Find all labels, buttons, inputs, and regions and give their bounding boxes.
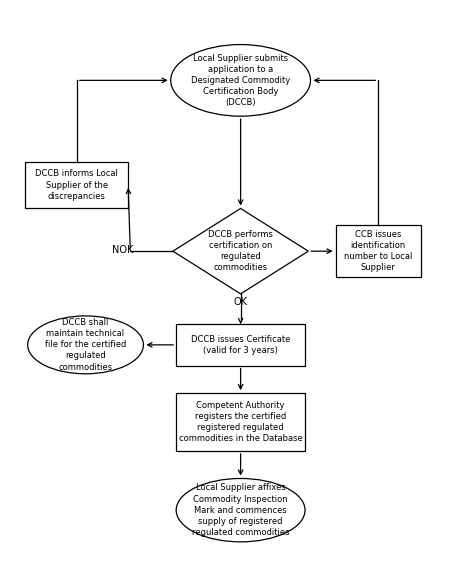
Ellipse shape [176,479,305,542]
Text: DCCB shall
maintain technical
file for the certified
regulated
commodities: DCCB shall maintain technical file for t… [45,318,126,371]
Text: Competent Authority
registers the certified
registered regulated
commodities in : Competent Authority registers the certif… [179,401,303,443]
Text: DCCB performs
certification on
regulated
commodities: DCCB performs certification on regulated… [208,230,273,272]
Text: CCB issues
identification
number to Local
Supplier: CCB issues identification number to Loca… [344,230,412,272]
Polygon shape [173,208,308,294]
Ellipse shape [28,316,143,374]
Ellipse shape [171,45,310,116]
Bar [25,162,128,208]
Text: NOK: NOK [112,245,134,254]
Text: Local Supplier submits
application to a
Designated Commodity
Certification Body
: Local Supplier submits application to a … [191,53,290,107]
Text: Local Supplier affixes
Commodity Inspection
Mark and commences
supply of registe: Local Supplier affixes Commodity Inspect… [192,483,289,537]
Bar [176,324,305,366]
Text: DCCB issues Certificate
(valid for 3 years): DCCB issues Certificate (valid for 3 yea… [191,335,290,355]
Text: OK: OK [233,297,248,308]
Bar [336,225,421,277]
Bar [176,393,305,451]
Text: DCCB informs Local
Supplier of the
discrepancies: DCCB informs Local Supplier of the discr… [35,169,118,201]
